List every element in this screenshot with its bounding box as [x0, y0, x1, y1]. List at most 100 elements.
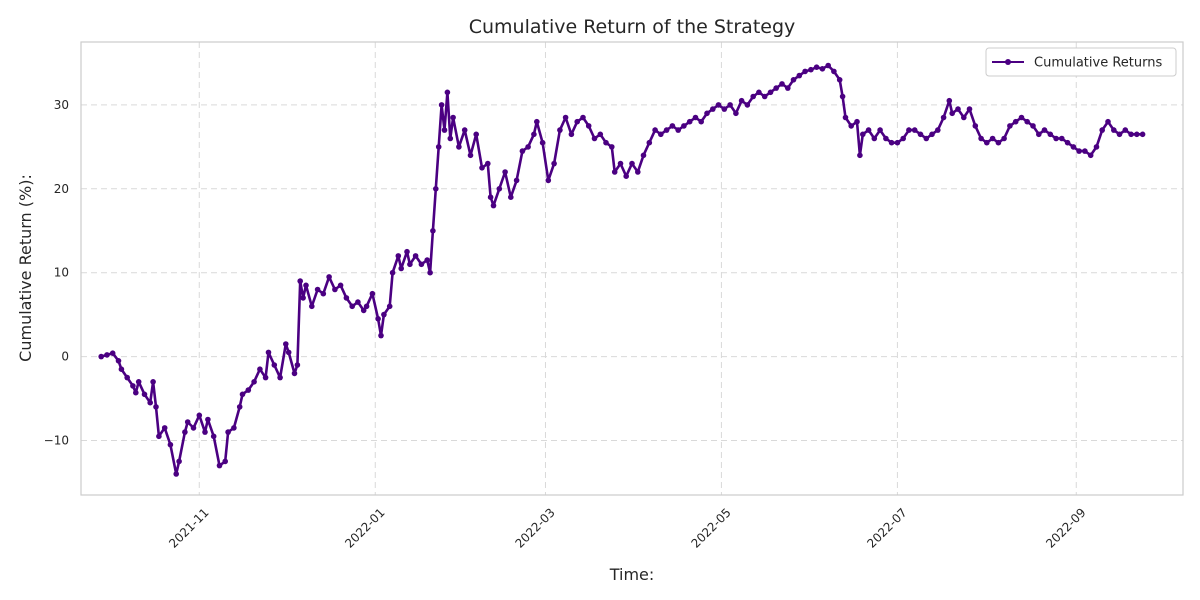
data-point [320, 290, 327, 297]
data-point [727, 102, 733, 108]
data-point [314, 286, 321, 293]
y-tick-label: −10 [44, 433, 69, 447]
data-point [245, 387, 252, 393]
data-point [917, 131, 924, 138]
data-point [473, 131, 480, 138]
data-point [609, 144, 615, 150]
y-tick-label: 10 [54, 266, 69, 280]
data-point [433, 186, 439, 192]
x-axis-ticks: 2021-11 2022-01 2022-03 2022-05 2022-07 2022-… [166, 505, 1088, 550]
data-point [262, 374, 269, 381]
data-point [923, 135, 930, 142]
data-point [294, 362, 301, 368]
data-point [513, 177, 520, 184]
data-point [623, 173, 629, 179]
data-point [225, 429, 231, 435]
data-point [444, 89, 451, 96]
x-tick-label: 2022-09 [1043, 505, 1088, 550]
data-point [395, 253, 402, 259]
data-point [675, 127, 681, 133]
x-axis-label: Time: [609, 565, 655, 584]
data-point [182, 429, 188, 435]
data-point [222, 458, 228, 465]
data-point [467, 152, 474, 159]
data-point [490, 202, 497, 209]
data-point [825, 62, 831, 69]
data-point [848, 123, 854, 129]
data-point [251, 379, 257, 385]
data-point [1053, 135, 1059, 142]
data-point [949, 110, 955, 117]
data-point [1111, 127, 1117, 133]
data-point [369, 290, 376, 297]
data-point [750, 93, 756, 100]
legend-box [985, 47, 1177, 77]
data-point [603, 139, 609, 146]
data-point [525, 144, 531, 150]
data-point [349, 303, 356, 310]
data-point [911, 127, 918, 133]
data-point [98, 353, 104, 360]
data-point [184, 419, 191, 425]
data-point [929, 131, 935, 138]
data-point [502, 169, 508, 175]
data-point [773, 85, 779, 91]
data-point [972, 123, 979, 129]
data-point [545, 177, 552, 184]
data-point [363, 303, 370, 310]
data-point [343, 295, 350, 301]
data-point [427, 269, 433, 276]
data-point [133, 389, 139, 396]
data-point [1064, 139, 1071, 146]
data-point [1099, 127, 1105, 133]
data-point [1041, 127, 1048, 133]
data-point [756, 89, 762, 96]
data-point [398, 265, 405, 272]
data-point [277, 374, 283, 381]
data-point [585, 123, 592, 129]
data-point [860, 131, 866, 138]
data-point [487, 194, 494, 200]
data-point [1001, 135, 1007, 142]
data-point [597, 131, 604, 138]
data-point [130, 383, 136, 389]
data-point [802, 68, 808, 75]
data-point [681, 123, 687, 129]
data-point [790, 77, 797, 83]
data-point [940, 114, 947, 121]
data-point [1134, 131, 1140, 138]
data-point [378, 332, 384, 339]
data-point [1007, 123, 1013, 129]
data-point [176, 458, 182, 465]
data-point [534, 118, 540, 125]
y-axis-ticks: −10 0 10 20 30 [44, 98, 69, 448]
data-point [721, 106, 728, 112]
data-point [568, 131, 575, 138]
x-tick-label: 2022-01 [342, 505, 387, 550]
data-point [1139, 131, 1146, 138]
data-point [591, 135, 598, 142]
data-point [1122, 127, 1129, 133]
data-point [438, 102, 445, 108]
data-point [635, 169, 641, 175]
data-point [435, 144, 442, 150]
data-point [283, 341, 289, 347]
data-point [441, 127, 448, 133]
data-point [744, 102, 751, 108]
data-point [796, 72, 803, 79]
data-point [332, 286, 338, 293]
x-tick-label: 2021-11 [166, 505, 211, 550]
data-point [300, 295, 306, 301]
data-point [966, 106, 973, 112]
data-point [839, 93, 846, 100]
data-point [779, 81, 785, 87]
data-point [663, 127, 670, 133]
plot-area-border [80, 41, 1184, 496]
data-point [1047, 131, 1054, 138]
data-point [210, 433, 217, 440]
data-point [285, 349, 292, 356]
data-point [1128, 131, 1134, 138]
data-point [389, 269, 396, 276]
data-point [404, 248, 410, 255]
